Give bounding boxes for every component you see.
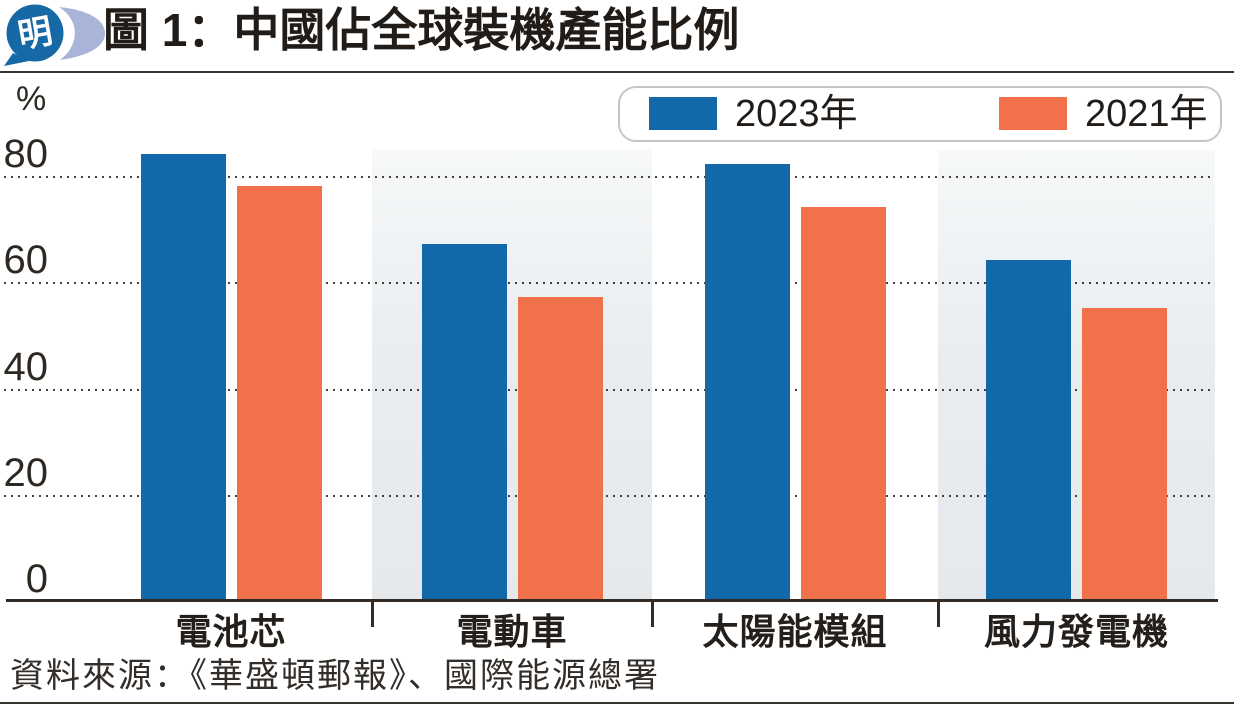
category-tick-1 [371,602,374,627]
legend-box: 2023年 2021年 [618,86,1222,142]
bar-2023-cat0 [140,153,226,600]
y-axis-unit-label: % [16,80,47,118]
category-label-2: 太陽能模組 [702,611,888,652]
legend-item-2023: 2023年 [649,88,909,140]
legend-swatch-2021 [999,97,1067,130]
bar-2021-cat0 [236,185,322,600]
bar-2021-cat1 [517,297,603,600]
x-axis-line [6,599,1218,602]
y-axis-label-60: 60 [3,238,49,283]
bar-2021-cat3 [1082,307,1167,600]
bar-2021-cat2 [800,206,886,600]
y-axis-label-20: 20 [3,450,49,495]
category-label-0: 電池芯 [175,611,287,652]
y-axis-label-40: 40 [3,344,49,389]
bar-2023-cat2 [704,164,790,600]
legend-label-2023: 2023年 [735,93,858,135]
category-label-1: 電動車 [456,611,568,652]
logo-bubble-tail [4,53,29,66]
gridline-60 [4,282,1215,285]
y-axis-label-0: 0 [25,557,48,601]
footer-divider [0,702,1234,704]
category-tick-3 [937,602,940,627]
header-divider [0,71,1234,73]
category-band-1 [372,150,652,600]
page-title: 圖 1：中國佔全球裝機產能比例 [103,4,740,56]
category-tick-2 [651,602,654,627]
gridline-20 [4,494,1215,497]
logo-bubble [6,4,64,62]
category-label-3: 風力發電機 [983,611,1169,652]
legend-item-2021: 2021年 [999,88,1234,140]
source-text: 資料來源：《華盛頓郵報》、國際能源總署 [10,657,660,695]
logo-swoosh-shape [59,7,106,60]
legend-label-2021: 2021年 [1085,93,1208,135]
bar-2023-cat1 [421,244,507,600]
bar-2023-cat3 [986,260,1071,600]
gridline-80 [4,176,1215,178]
legend-swatch-2023 [649,97,717,130]
category-band-3 [938,150,1215,600]
logo-character: 明 [15,12,55,55]
gridline-40 [4,388,1215,391]
y-axis-label-80: 80 [3,132,49,176]
mingpao-logo-icon: 明 [4,4,106,66]
